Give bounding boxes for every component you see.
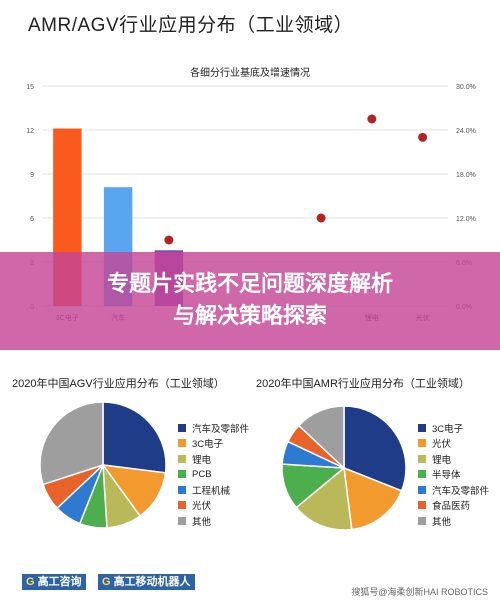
bar-chart-title: 各细分行业基底及增速情况 [190, 66, 310, 79]
legend-swatch [178, 516, 186, 525]
agv-pie-title: 2020年中国AGV行业应用分布（工业领域） [12, 378, 225, 390]
amr-pie-slice [295, 466, 353, 531]
y-tick-label: 6 [30, 216, 34, 223]
legend-item: 3C电子 [178, 436, 249, 452]
legend-item: 汽车及零部件 [178, 420, 249, 436]
legend-swatch [418, 439, 426, 448]
legend-label: 汽车及零部件 [432, 485, 490, 497]
legend-label: 光伏 [432, 439, 452, 451]
legend-swatch [418, 516, 426, 525]
agv-pie-slice [39, 401, 104, 486]
agv-pie-slice [102, 401, 167, 474]
legend-label: 半导体 [432, 470, 461, 482]
logo-mark-icon: G [26, 576, 35, 588]
legend-swatch [418, 423, 426, 432]
legend-swatch [178, 501, 186, 510]
legend-item: 工程机械 [178, 482, 249, 498]
legend-label: 其他 [432, 516, 452, 528]
legend-label: 汽车及零部件 [192, 423, 250, 435]
logo-mark-icon: G [102, 576, 111, 588]
legend-swatch [418, 454, 426, 463]
amr-pie-slice [343, 405, 407, 492]
legend-swatch [178, 485, 186, 494]
legend-label: 3C电子 [192, 439, 224, 451]
growth-point [316, 213, 326, 223]
amr-pie-slice [297, 405, 345, 470]
legend-item: 其他 [178, 513, 249, 529]
legend-label: PCB [192, 468, 212, 480]
logo1-text: 高工咨询 [37, 576, 82, 588]
legend-item: 3C电子 [418, 420, 489, 436]
amr-pie-title: 2020年中国AMR行业应用分布（工业领域） [256, 378, 470, 390]
y-tick-label: 15 [26, 84, 34, 91]
legend-swatch [418, 470, 426, 479]
growth-point [418, 132, 428, 142]
y-tick-label: 12 [26, 128, 34, 135]
legend-item: 锂电 [178, 451, 249, 467]
legend-label: 3C电子 [432, 423, 464, 435]
amr-legend: 3C电子光伏锂电半导体汽车及零部件 食品医药其他 [418, 420, 489, 529]
legend-label: 其他 [192, 516, 212, 528]
legend-item: PCB [178, 467, 249, 483]
overlay-banner [0, 252, 500, 350]
y-tick-label: 9 [30, 172, 34, 179]
growth-point [164, 235, 174, 245]
y2-tick-label: 18.0% [456, 172, 476, 179]
amr-pie-slice [343, 466, 403, 531]
legend-swatch [178, 454, 186, 463]
legend-label: 锂电 [192, 454, 212, 466]
legend-label: 锂电 [432, 454, 452, 466]
growth-point [367, 114, 377, 124]
legend-item: 汽车及零部件 [418, 482, 489, 498]
legend-swatch [178, 439, 186, 448]
legend-label: 工程机械 [192, 485, 231, 497]
watermark: 搜狐号@海柔创新HAI ROBOTICS [351, 587, 488, 597]
gaogong-robot-logo: G 高工移动机器人 [98, 574, 195, 590]
y2-tick-label: 12.0% [456, 216, 476, 223]
legend-item: 锂电 [418, 451, 489, 467]
banner-line-2: 与解决策略探索 [172, 303, 327, 328]
banner-line-1: 专题片实践不足问题深度解析 [106, 271, 393, 296]
legend-item: 光伏 [178, 498, 249, 514]
y2-tick-label: 24.0% [456, 128, 476, 135]
page-title: AMR/AGV行业应用分布（工业领域） [28, 15, 354, 36]
y2-tick-label: 30.0% [456, 84, 476, 91]
legend-swatch [178, 470, 186, 479]
legend-label: 食品医药 [432, 501, 471, 513]
legend-swatch [178, 423, 186, 432]
legend-item: 光伏 [418, 436, 489, 452]
banner-title: 专题片实践不足问题深度解析 与解决策略探索 [0, 268, 500, 332]
logo2-text: 高工移动机器人 [113, 576, 191, 588]
legend-item: 半导体 [418, 467, 489, 483]
legend-swatch [418, 501, 426, 510]
gaogong-consulting-logo: G 高工咨询 [22, 574, 86, 590]
legend-swatch [418, 485, 426, 494]
legend-item: 食品医药 [418, 498, 489, 514]
legend-label: 光伏 [192, 501, 212, 513]
legend-item: 其他 [418, 513, 489, 529]
agv-legend: 汽车及零部件 3C电子锂电 PCB 工程机械光伏其他 [178, 420, 249, 529]
